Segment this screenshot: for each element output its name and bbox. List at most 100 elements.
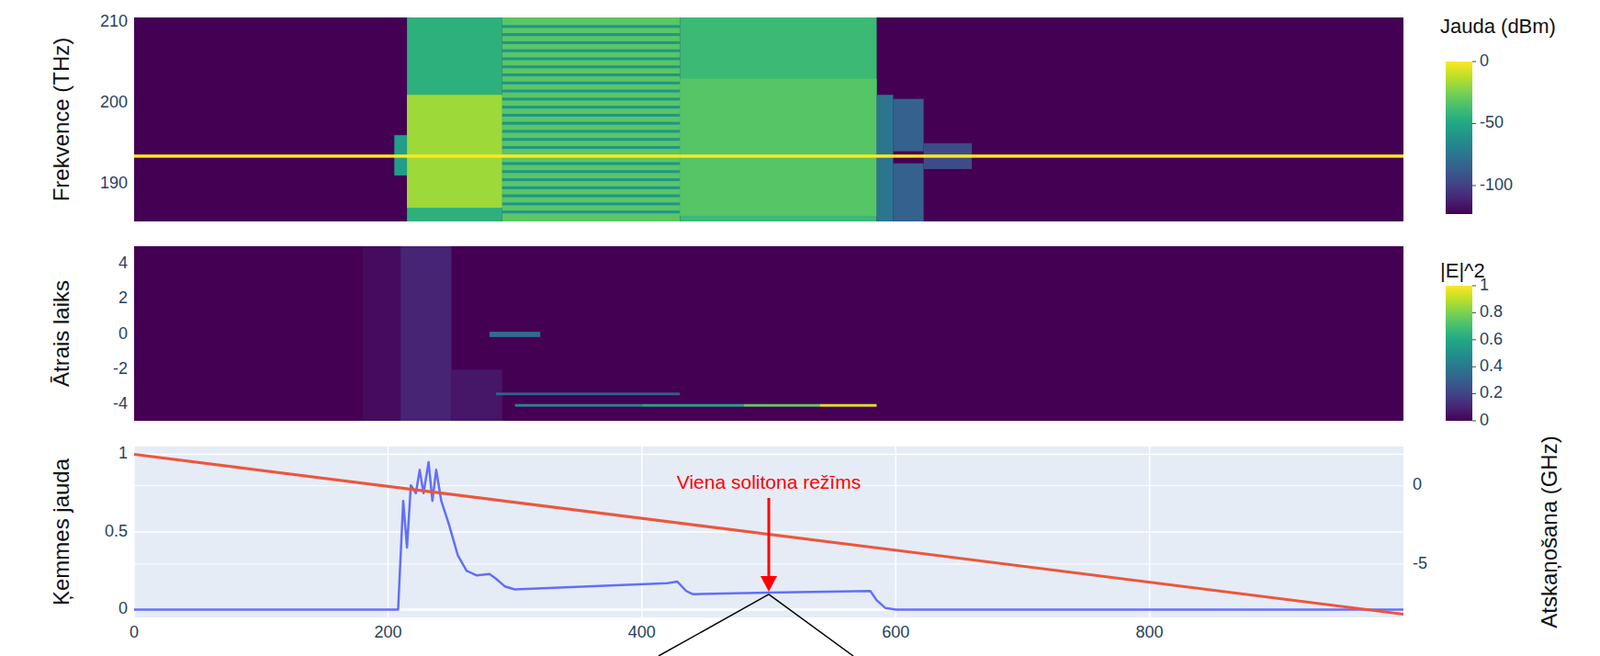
tick-label: 200 [373,622,402,642]
line-series [134,454,1404,615]
tick [129,102,135,104]
heatmap-cell [502,162,680,166]
heatmap-cell [679,17,877,222]
heatmap-cell [502,194,680,198]
heatmap-cell [502,122,680,125]
heatmap-cell [502,90,680,93]
figure: 190200210Frekvence (THz)0-50-100Jauda (d… [0,0,1600,656]
annotation-arrowhead [760,575,778,592]
tick [129,22,135,23]
heatmap-cell [819,404,877,407]
heatmap-cell [406,17,503,222]
heatmap-cell [502,113,680,117]
axis-title: Ātrais laiks [48,280,74,387]
heatmap-cell [502,24,680,28]
heatmap-cell [892,99,924,152]
tick-label: 600 [881,622,910,642]
heatmap-cell [502,210,680,214]
tick-label: -2 [112,359,128,378]
colorbar-title: Jauda (dBm) [1440,14,1556,38]
tick [129,298,135,300]
axis-title: Ķemmes jauda [48,457,74,606]
heatmap-background [134,17,1404,222]
tick [129,182,135,184]
tick [129,404,135,406]
tick-label: -5 [1412,553,1428,573]
heatmap-cell [502,81,680,85]
tick-label: 210 [100,11,128,31]
heatmap-cell [502,178,680,181]
tick-label: -4 [112,394,128,413]
plot-area [134,446,1404,618]
tick-label: 0 [118,598,128,618]
colorbar-tick [1472,61,1477,63]
tick [129,333,135,335]
tick-label: 800 [1136,622,1164,642]
heatmap-cell [489,331,541,338]
callout-line [658,594,769,656]
tick-label: 0 [118,324,128,343]
colorbar-tick [1472,420,1477,422]
tick [129,263,135,265]
axis-title: Atskaņošana (GHz) [1536,435,1562,628]
heatmap-cell [400,246,451,421]
colorbar-tick-label: -50 [1479,112,1504,132]
heatmap-cell [502,129,680,133]
colorbar [1445,61,1473,215]
colorbar-tick [1472,393,1477,395]
heatmap-cell [502,41,680,45]
heatmap-cell [743,404,820,407]
colorbar-tick [1472,123,1477,124]
heatmap-cell [502,65,680,68]
heatmap-cell [502,169,680,173]
colorbar-tick-label: 0.8 [1479,302,1503,321]
tick-label: 4 [118,253,128,272]
colorbar-tick-label: 0.2 [1479,383,1503,402]
colorbar-tick [1472,366,1477,368]
heatmap-cell [502,97,680,101]
colorbar-title: |E|^2 [1440,259,1486,282]
heatmap-cell [134,154,1404,158]
colorbar-tick-label: 0.4 [1479,356,1503,375]
series-group [134,454,1404,615]
colorbar-tick [1472,285,1477,287]
grid-line [134,453,1404,456]
heatmap-cell [502,137,680,141]
colorbar [1445,285,1473,421]
heatmap-cell [679,78,877,216]
heatmap-cell [642,404,744,407]
heatmap-cell [502,73,680,77]
tick-label: 200 [100,92,128,112]
heatmap-cell [502,33,680,36]
heatmap-cell [515,404,643,407]
heatmap-cell [451,369,503,421]
heatmap-cell [502,17,680,222]
tick-label: 190 [100,173,128,192]
colorbar-tick [1472,184,1477,186]
colorbar-tick-label: -100 [1479,175,1513,194]
heatmap-cell [502,202,680,205]
heatmap-cell [876,94,893,222]
line-series [134,461,1404,610]
callout-line [768,594,854,656]
heatmap-cell [502,186,680,190]
heatmap-cell [362,246,401,421]
heatmap-background [134,246,1404,421]
tick-label: 0 [129,622,139,642]
colorbar-tick-label: 0.6 [1479,329,1503,349]
heatmap-cell [502,49,680,53]
heatmap-cell [502,56,680,60]
annotation-arrow [767,497,771,578]
heatmap [134,246,1404,421]
heatmap-cell [495,392,680,395]
tick-label: 400 [628,622,656,642]
heatmap-cell [502,105,680,109]
tick-label: 2 [118,288,128,307]
annotation: Viena solitona režīms [676,471,861,493]
tick-label: 1 [118,443,128,462]
colorbar-tick [1472,338,1477,340]
colorbar-tick-label: 0 [1479,51,1489,70]
axis-title: Frekvence (THz) [48,37,74,203]
tick [129,369,135,371]
colorbar-tick-label: 0 [1479,410,1489,429]
